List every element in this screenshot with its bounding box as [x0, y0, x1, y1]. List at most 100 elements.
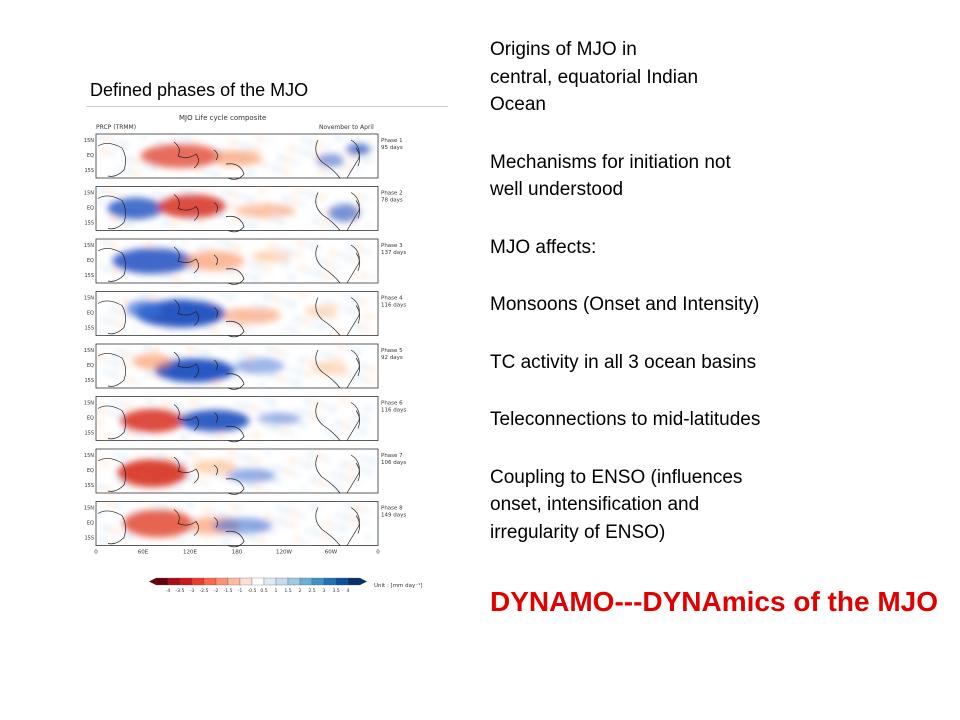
phase-label: Phase 6 [381, 401, 403, 407]
lat-label: 15N [84, 191, 94, 197]
colorbar-swatch [215, 577, 229, 586]
phase-days: 78 days [381, 198, 403, 204]
phase-label: Phase 3 [381, 243, 403, 249]
colorbar-tick: 2.5 [308, 588, 315, 594]
lat-label: 15S [84, 326, 94, 332]
colorbar-swatch [311, 577, 325, 586]
colorbar-swatch [299, 577, 313, 586]
enso-line-2: onset, intensification and [490, 494, 700, 515]
lat-label: 15S [84, 536, 94, 542]
colorbar-swatch [155, 577, 169, 586]
lon-label: 0 [94, 550, 98, 556]
lat-label: 15S [84, 378, 94, 384]
lat-label: 15N [84, 243, 94, 249]
lat-label: EQ [87, 206, 94, 212]
lat-label: EQ [87, 416, 94, 422]
figure-header-center: MJO Life cycle composite [179, 114, 266, 122]
colorbar-min-arrow [149, 578, 156, 585]
colorbar-tick: -3 [190, 588, 195, 594]
divider [86, 106, 448, 107]
colorbar-tick: 3.5 [332, 588, 339, 594]
colorbar-tick: -0.5 [248, 588, 257, 594]
colorbar-swatch [323, 577, 337, 586]
phase-days: 92 days [381, 355, 403, 361]
phase-label: Phase 5 [381, 348, 403, 354]
lat-label: 15N [84, 138, 94, 144]
figure-header-left: PRCP (TRMM) [96, 124, 136, 131]
colorbar-tick: 4 [347, 588, 350, 594]
colorbar-swatch [251, 577, 265, 586]
colorbar-tick: 1 [275, 588, 278, 594]
lat-label: 15S [84, 431, 94, 437]
lat-label: EQ [87, 258, 94, 264]
phase-label: Phase 8 [381, 506, 403, 512]
colorbar-swatch [263, 577, 277, 586]
origin-line-1: Origins of MJO in [490, 39, 637, 60]
lat-label: 15S [84, 221, 94, 227]
lat-label: 15S [84, 273, 94, 279]
colorbar-swatch [239, 577, 253, 586]
colorbar-tick: 2 [299, 588, 302, 594]
origin-line-2: central, equatorial Indian [490, 66, 699, 88]
colorbar-swatch [275, 577, 289, 586]
lat-label: EQ [87, 521, 94, 527]
phase-days: 95 days [381, 145, 403, 151]
phase-days: 149 days [381, 513, 406, 519]
phase-days: 137 days [381, 250, 406, 256]
bullet-text: Origins of MJO in central, equatorial In… [490, 36, 930, 546]
phase-panel: 15N EQ 15S Phase 195 days [84, 133, 403, 180]
lon-label: 120W [276, 550, 292, 556]
mechanism-line-2: well understood [490, 179, 624, 200]
lat-label: EQ [87, 311, 94, 317]
dynamo-headline: DYNAMO---DYNAmics of the MJO [490, 586, 939, 617]
phase-panel: 15N EQ 15S Phase 278 days [84, 186, 403, 233]
affects-teleconnections: Teleconnections to mid-latitudes [490, 409, 761, 430]
colorbar-tick: -3.5 [176, 588, 185, 594]
phase-days: 116 days [381, 303, 406, 309]
lat-label: 15N [84, 401, 94, 407]
colorbar-swatch [167, 577, 181, 586]
figure-header-right: November to April [319, 124, 374, 131]
lon-label: 180 [232, 550, 243, 556]
mechanism-line-1: Mechanisms for initiation not [490, 151, 731, 173]
colorbar-swatch [335, 577, 349, 586]
phase-label: Phase 2 [381, 191, 403, 197]
phase-label: Phase 1 [381, 138, 403, 144]
phase-panel: 15N EQ 15S Phase 592 days [84, 343, 403, 390]
affects-monsoons: Monsoons (Onset and Intensity) [490, 294, 760, 315]
colorbar-swatch [179, 577, 193, 586]
lon-label: 60W [325, 550, 338, 556]
colorbar-tick: -2.5 [200, 588, 209, 594]
lat-label: 15N [84, 453, 94, 459]
colorbar-tick: 3 [323, 588, 326, 594]
colorbar-tick: -1.5 [224, 588, 233, 594]
colorbar-tick: 1.5 [284, 588, 291, 594]
colorbar-max-arrow [360, 578, 367, 585]
enso-line-1: Coupling to ENSO (influences [490, 466, 743, 488]
enso-line-3: irregularity of ENSO) [490, 521, 666, 543]
lat-label: 15N [84, 506, 94, 512]
colorbar-tick: -1 [238, 588, 243, 594]
lat-label: 15S [84, 168, 94, 174]
affects-tc: TC activity in all 3 ocean basins [490, 351, 757, 373]
lat-label: 15N [84, 296, 94, 302]
lat-label: 15S [84, 483, 94, 489]
colorbar-swatch [203, 577, 217, 586]
lat-label: EQ [87, 468, 94, 474]
colorbar-swatch [347, 577, 361, 586]
colorbar-tick: -4 [166, 588, 171, 594]
colorbar-tick: -2 [214, 588, 219, 594]
lon-label: 60E [138, 550, 149, 556]
colorbar-swatch [287, 577, 301, 586]
phase-label: Phase 4 [381, 296, 403, 302]
mjo-composite-figure: PRCP (TRMM) MJO Life cycle composite Nov… [84, 114, 423, 594]
colorbar-swatch [191, 577, 205, 586]
colorbar-tick: 0.5 [260, 588, 267, 594]
affects-heading: MJO affects: [490, 236, 597, 258]
origin-line-3: Ocean [490, 94, 546, 115]
